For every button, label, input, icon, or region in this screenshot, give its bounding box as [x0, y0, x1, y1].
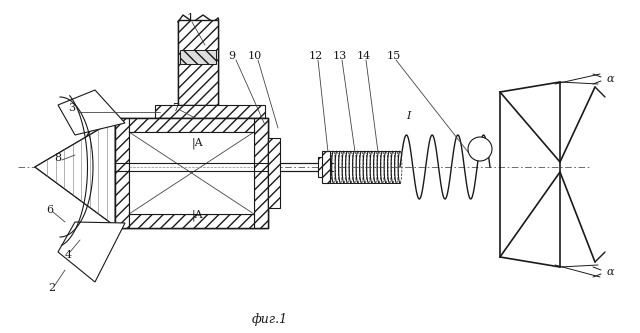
Text: 13: 13: [333, 51, 347, 61]
Bar: [180, 50, 216, 64]
Polygon shape: [129, 118, 254, 132]
Polygon shape: [115, 118, 129, 228]
Polygon shape: [58, 222, 125, 282]
Text: 14: 14: [357, 51, 371, 61]
Text: |A: |A: [191, 209, 203, 221]
Text: 4: 4: [65, 250, 72, 260]
Text: 2: 2: [49, 283, 56, 293]
Polygon shape: [115, 118, 268, 228]
Circle shape: [468, 137, 492, 161]
Text: 1: 1: [186, 13, 193, 23]
Text: 3: 3: [68, 103, 76, 113]
Polygon shape: [254, 118, 268, 228]
Text: 8: 8: [54, 153, 61, 163]
Text: |A: |A: [191, 137, 203, 149]
Bar: [178, 20, 218, 105]
Polygon shape: [129, 214, 254, 228]
Text: 10: 10: [248, 51, 262, 61]
Text: I: I: [406, 111, 410, 121]
Bar: [322, 151, 330, 183]
Text: 9: 9: [228, 51, 236, 61]
Text: фиг.1: фиг.1: [252, 313, 288, 326]
Bar: [155, 215, 265, 228]
Bar: [129, 132, 254, 214]
Text: α: α: [606, 74, 614, 84]
Polygon shape: [58, 90, 125, 135]
Bar: [318, 157, 328, 177]
Text: 12: 12: [309, 51, 323, 61]
Text: α: α: [606, 267, 614, 277]
Polygon shape: [35, 120, 115, 226]
Bar: [155, 105, 265, 118]
Text: 7: 7: [173, 103, 179, 113]
Text: 6: 6: [47, 205, 54, 215]
Bar: [268, 138, 280, 208]
Text: 15: 15: [387, 51, 401, 61]
